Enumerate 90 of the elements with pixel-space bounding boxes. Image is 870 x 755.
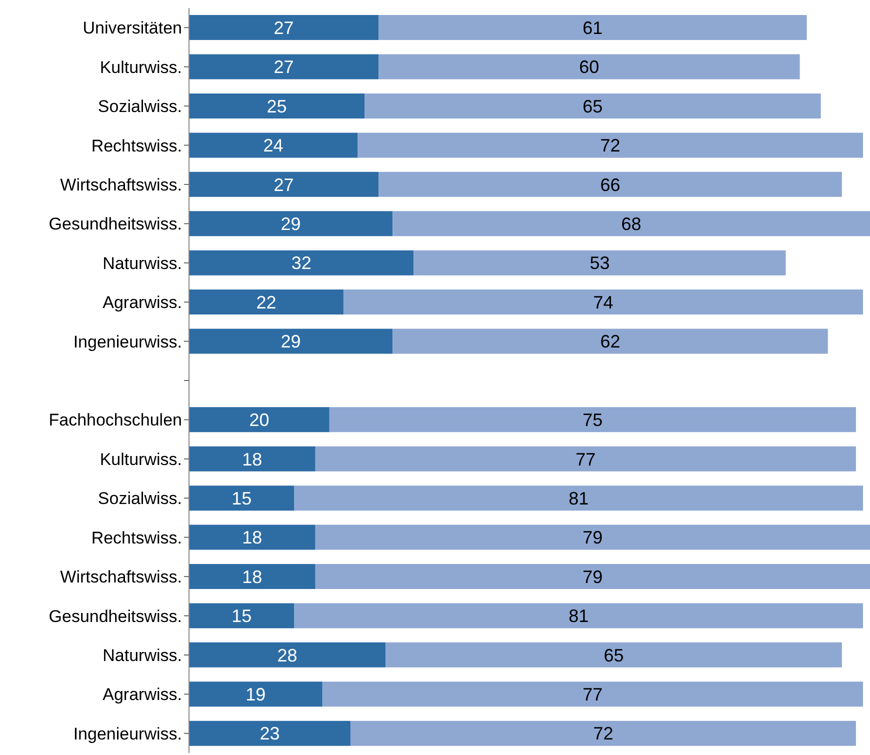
bar bbox=[294, 603, 863, 628]
data-label: 65 bbox=[604, 645, 624, 666]
bar bbox=[364, 93, 821, 118]
data-label: 18 bbox=[242, 528, 262, 548]
bar bbox=[322, 682, 863, 707]
data-label: 79 bbox=[582, 566, 603, 587]
bar bbox=[315, 564, 870, 590]
data-label: 15 bbox=[232, 606, 252, 626]
data-label: 29 bbox=[280, 214, 301, 234]
bar bbox=[392, 211, 870, 236]
data-label: 22 bbox=[256, 292, 276, 312]
bar bbox=[189, 446, 316, 472]
y-tick-label: Sozialwiss. bbox=[98, 97, 182, 116]
data-label: 61 bbox=[582, 18, 603, 38]
data-label: 27 bbox=[274, 174, 294, 195]
data-label: 81 bbox=[568, 606, 589, 626]
bar bbox=[329, 407, 856, 432]
bar bbox=[378, 54, 800, 80]
bar bbox=[357, 132, 863, 158]
bar bbox=[189, 15, 379, 40]
bar bbox=[189, 603, 294, 628]
y-tick-label: Kulturwiss. bbox=[100, 58, 182, 77]
y-tick-label: Universitäten bbox=[82, 18, 182, 38]
data-label: 60 bbox=[579, 57, 600, 78]
bar bbox=[386, 642, 842, 668]
bar bbox=[189, 54, 379, 80]
bar bbox=[189, 172, 379, 197]
y-tick-label: Naturwiss. bbox=[102, 646, 182, 666]
data-label: 32 bbox=[291, 253, 312, 274]
y-tick-label: Wirtschaftswiss. bbox=[60, 175, 182, 194]
y-tick-label: Agrarwiss. bbox=[102, 293, 182, 312]
bar bbox=[343, 290, 863, 315]
data-label: 75 bbox=[582, 410, 603, 430]
bar bbox=[189, 132, 358, 158]
data-label: 23 bbox=[260, 724, 280, 744]
y-tick-label: Gesundheitswiss. bbox=[48, 214, 182, 234]
data-label: 65 bbox=[582, 96, 603, 116]
bar bbox=[189, 642, 386, 668]
y-tick-label: Wirtschaftswiss. bbox=[60, 568, 182, 587]
data-label: 62 bbox=[600, 332, 620, 352]
data-label: 66 bbox=[600, 174, 620, 195]
data-label: 24 bbox=[263, 136, 284, 156]
y-tick-label: Rechtswiss. bbox=[91, 528, 182, 548]
data-label: 79 bbox=[582, 528, 603, 548]
y-tick-label: Naturwiss. bbox=[102, 254, 182, 273]
bar bbox=[414, 250, 786, 276]
bar bbox=[189, 250, 414, 276]
bar bbox=[315, 524, 870, 550]
data-label: 28 bbox=[277, 645, 298, 666]
data-label: 18 bbox=[242, 449, 262, 470]
data-label: 53 bbox=[590, 253, 610, 274]
bar bbox=[189, 290, 344, 315]
data-label: 77 bbox=[576, 449, 596, 470]
bar bbox=[189, 93, 365, 118]
data-label: 72 bbox=[593, 724, 614, 744]
bar bbox=[350, 720, 856, 746]
bar bbox=[189, 211, 393, 236]
y-tick-label: Kulturwiss. bbox=[100, 450, 182, 469]
bar bbox=[189, 407, 330, 432]
data-label: 27 bbox=[274, 18, 294, 38]
data-label: 19 bbox=[246, 684, 266, 705]
data-label: 81 bbox=[568, 488, 589, 508]
y-tick-label: Sozialwiss. bbox=[98, 489, 182, 508]
data-label: 77 bbox=[582, 684, 603, 705]
data-label: 20 bbox=[249, 410, 270, 430]
data-label: 72 bbox=[600, 136, 620, 156]
bar bbox=[315, 446, 856, 472]
bar bbox=[378, 15, 807, 40]
bar bbox=[392, 328, 828, 354]
bar bbox=[378, 172, 842, 197]
bar bbox=[189, 524, 316, 550]
bar bbox=[189, 720, 350, 746]
y-tick-label: Rechtswiss. bbox=[91, 136, 182, 156]
data-label: 25 bbox=[266, 96, 287, 116]
y-tick-label: Fachhochschulen bbox=[48, 410, 182, 430]
data-label: 74 bbox=[593, 292, 614, 312]
bar bbox=[189, 328, 393, 354]
y-tick-label: Gesundheitswiss. bbox=[48, 606, 182, 626]
y-tick-label: Ingenieurwiss. bbox=[73, 724, 182, 744]
data-label: 68 bbox=[621, 214, 642, 234]
data-label: 18 bbox=[242, 566, 262, 587]
bar bbox=[189, 564, 316, 590]
bar bbox=[294, 486, 863, 511]
bar bbox=[189, 682, 322, 707]
data-label: 15 bbox=[232, 488, 252, 508]
data-label: 29 bbox=[280, 332, 301, 352]
y-tick-label: Ingenieurwiss. bbox=[73, 332, 182, 352]
data-label: 27 bbox=[274, 57, 294, 78]
y-tick-label: Agrarwiss. bbox=[102, 685, 182, 704]
bar bbox=[189, 486, 294, 511]
